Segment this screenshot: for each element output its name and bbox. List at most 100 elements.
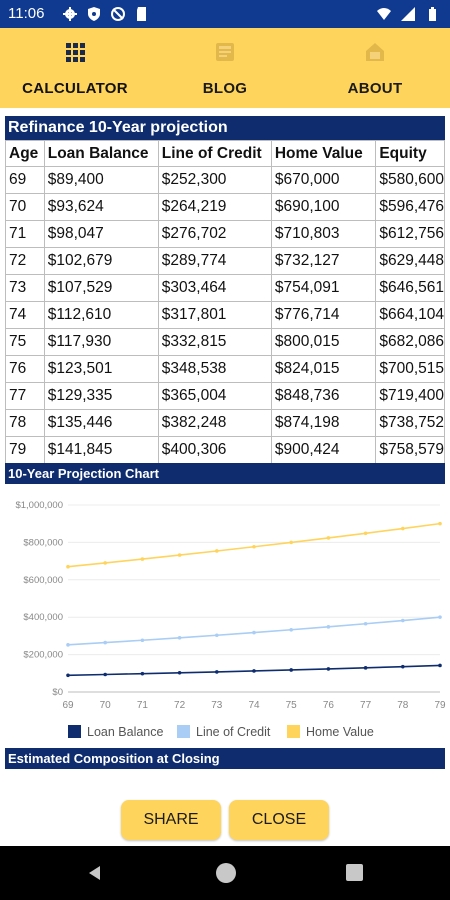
table-cell: $382,248 xyxy=(157,409,272,437)
data-point xyxy=(103,640,107,645)
table-cell: $112,610 xyxy=(43,301,159,329)
data-point xyxy=(140,671,145,676)
data-point xyxy=(326,667,331,671)
house-icon xyxy=(366,43,384,61)
table-cell: $365,004 xyxy=(157,382,272,410)
legend-label: Home Value xyxy=(306,725,374,739)
table-cell: $670,000 xyxy=(270,166,377,194)
close-button[interactable]: CLOSE xyxy=(229,800,329,840)
data-point xyxy=(177,670,182,675)
data-point xyxy=(177,553,182,557)
table-cell: 77 xyxy=(5,382,45,410)
table-cell: $252,300 xyxy=(157,166,272,194)
table-cell: $117,930 xyxy=(43,328,159,356)
table-cell: $93,624 xyxy=(43,193,159,221)
table-cell: $612,756 xyxy=(375,220,445,248)
x-tick-label: 70 xyxy=(100,700,112,711)
data-point xyxy=(289,540,294,545)
tab-label: BLOG xyxy=(202,80,248,97)
table-header-row: Age Loan Balance Line of Credit Home Val… xyxy=(5,140,445,167)
status-time: 11:06 xyxy=(8,5,45,22)
x-tick-label: 73 xyxy=(211,700,223,711)
table-row: 72 $102,679 $289,774 $732,127 $629,448 xyxy=(5,247,445,275)
table-row: 69 $89,400 $252,300 $670,000 $580,600 xyxy=(5,166,445,194)
table-cell: 75 xyxy=(5,328,45,356)
status-icons-left xyxy=(62,6,150,22)
sd-card-icon xyxy=(137,7,146,21)
data-point xyxy=(438,615,442,619)
table-cell: 76 xyxy=(5,355,45,383)
x-tick-label: 74 xyxy=(248,700,260,711)
table-cell: $700,515 xyxy=(375,355,445,383)
table-row: 78 $135,446 $382,248 $874,198 $738,752 xyxy=(5,409,445,437)
y-tick-label: $200,000 xyxy=(23,650,63,661)
table-cell: $580,600 xyxy=(375,166,445,194)
table-cell: $690,100 xyxy=(270,193,377,221)
column-header: Age xyxy=(5,140,45,167)
table-cell: $98,047 xyxy=(43,220,159,248)
table-cell: $646,561 xyxy=(375,274,445,302)
table-cell: 71 xyxy=(5,220,45,248)
data-point xyxy=(252,669,256,673)
grid-icon xyxy=(66,43,85,62)
legend-label: Loan Balance xyxy=(87,725,164,739)
tab-calculator[interactable]: CALCULATOR xyxy=(0,28,150,108)
table-cell: 73 xyxy=(5,274,45,302)
data-point xyxy=(363,621,368,626)
data-point xyxy=(289,668,294,672)
table-row: 75 $117,930 $332,815 $800,015 $682,086 xyxy=(5,328,445,356)
battery-icon xyxy=(429,7,436,21)
data-point xyxy=(103,561,107,565)
table-cell: $89,400 xyxy=(43,166,159,194)
data-point xyxy=(401,664,405,669)
tab-about[interactable]: ABOUT xyxy=(300,28,450,108)
back-icon[interactable] xyxy=(86,864,104,882)
table-row: 73 $107,529 $303,464 $754,091 $646,561 xyxy=(5,274,445,302)
column-header: Line of Credit xyxy=(157,140,272,167)
table-cell: $824,015 xyxy=(270,355,377,383)
column-header: Home Value xyxy=(270,140,377,167)
table-cell: $710,803 xyxy=(270,220,377,248)
book-icon xyxy=(216,43,234,61)
projection-chart: $0 $200,000 $400,000 $600,000 $800,000 $1,000… xyxy=(0,485,450,745)
system-nav-bar xyxy=(0,846,450,900)
table-cell: $317,801 xyxy=(157,301,272,329)
x-tick-label: 75 xyxy=(286,700,298,711)
tab-blog[interactable]: BLOG xyxy=(150,28,300,108)
x-tick-label: 79 xyxy=(434,700,446,711)
table-cell: 69 xyxy=(5,166,45,194)
home-icon[interactable] xyxy=(216,863,236,883)
x-tick-label: 76 xyxy=(323,700,335,711)
x-tick-label: 72 xyxy=(174,700,186,711)
cellular-signal-icon xyxy=(401,7,415,21)
x-tick-label: 69 xyxy=(62,700,74,711)
legend-swatch xyxy=(68,725,81,738)
table-cell: 79 xyxy=(5,436,45,464)
legend-swatch xyxy=(287,725,300,738)
data-point xyxy=(401,618,405,623)
legend-swatch xyxy=(177,725,190,738)
data-point xyxy=(215,670,219,674)
status-icons-right xyxy=(376,6,440,22)
table-cell: $289,774 xyxy=(157,247,272,275)
table-row: 77 $129,335 $365,004 $848,736 $719,400 xyxy=(5,382,445,410)
table-row: 71 $98,047 $276,702 $710,803 $612,756 xyxy=(5,220,445,248)
y-tick-label: $800,000 xyxy=(23,537,63,548)
no-sync-icon xyxy=(111,7,125,21)
status-bar: 11:06 xyxy=(0,0,450,28)
table-row: 70 $93,624 $264,219 $690,100 $596,476 xyxy=(5,193,445,221)
table-cell: $719,400 xyxy=(375,382,445,410)
share-button[interactable]: SHARE xyxy=(121,800,221,840)
y-tick-label: $600,000 xyxy=(23,575,63,586)
table-cell: $102,679 xyxy=(43,247,159,275)
table-cell: $629,448 xyxy=(375,247,445,275)
table-cell: $848,736 xyxy=(270,382,377,410)
table-cell: 72 xyxy=(5,247,45,275)
table-title: Refinance 10-Year projection xyxy=(5,116,445,140)
recents-icon[interactable] xyxy=(346,864,363,881)
data-point xyxy=(363,666,368,670)
table-cell: $776,714 xyxy=(270,301,377,329)
y-tick-label: $1,000,000 xyxy=(15,500,63,511)
tab-bar: CALCULATOR BLOG ABOUT xyxy=(0,28,450,136)
gear-icon xyxy=(63,7,77,21)
